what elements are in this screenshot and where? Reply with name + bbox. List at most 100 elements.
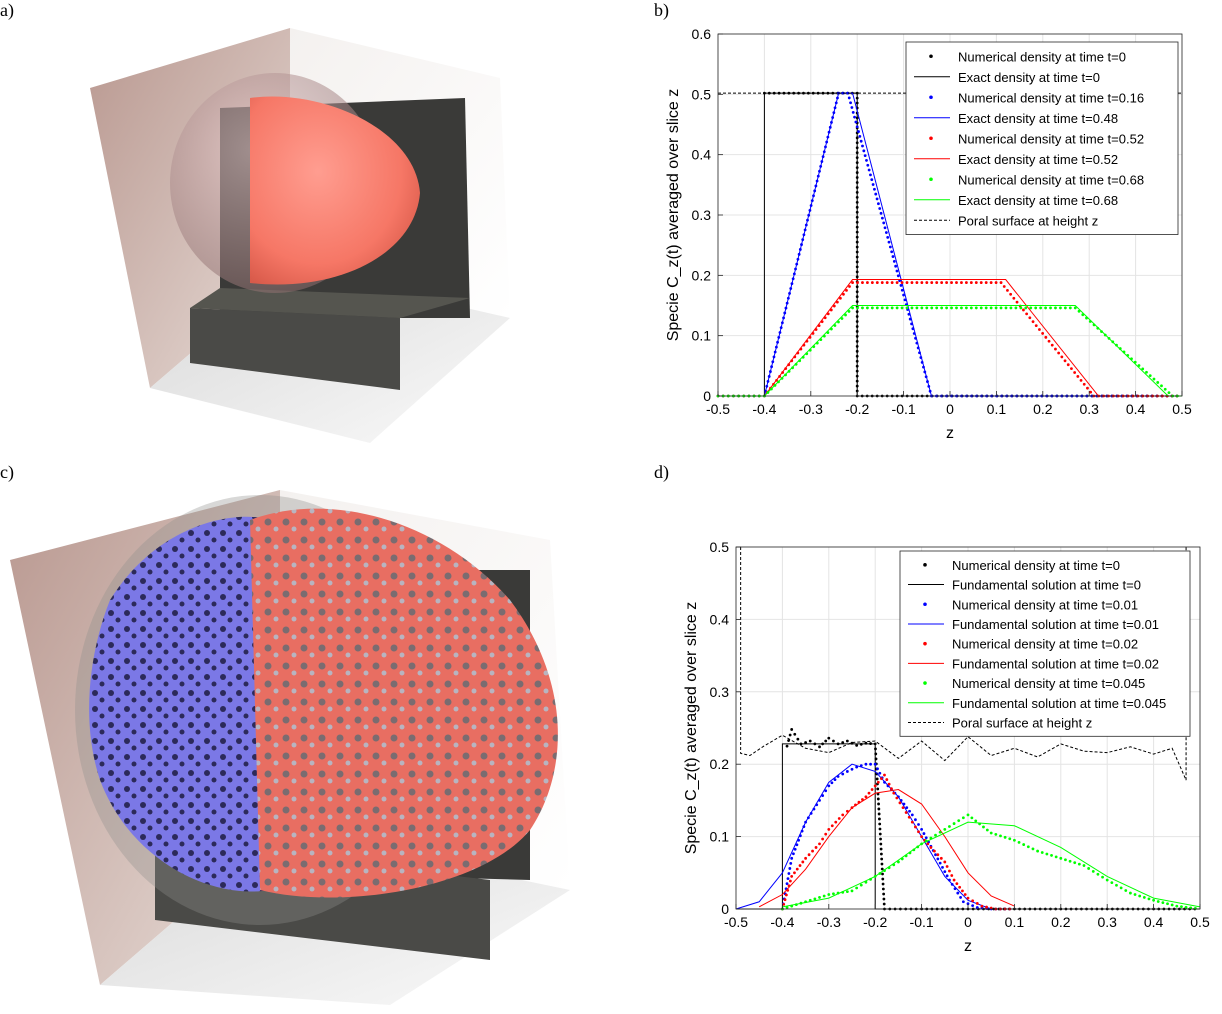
- series-0-point: [879, 847, 883, 851]
- render-a-box-top: [190, 288, 470, 318]
- series-4-point: [910, 281, 914, 284]
- series-4-point: [943, 860, 947, 864]
- series-2-point: [845, 770, 849, 773]
- series-4-point: [895, 281, 899, 284]
- series-4-point: [900, 281, 904, 284]
- series-2-point: [850, 767, 854, 771]
- series-2-point: [792, 852, 795, 856]
- series-4-point: [880, 281, 884, 284]
- series-4-point: [964, 281, 968, 284]
- series-4-point: [910, 820, 914, 824]
- series-2-point: [961, 900, 965, 904]
- series-4-point: [969, 281, 973, 284]
- series-4-point: [961, 889, 964, 893]
- series-4-point: [1006, 288, 1009, 292]
- legend: Numerical density at time t=0 Fundamental…: [899, 550, 1191, 737]
- series-4-point: [955, 281, 958, 284]
- series-0-point: [787, 739, 790, 742]
- series-4-point: [966, 896, 970, 900]
- series-2-point: [878, 207, 882, 210]
- series-0-point: [882, 897, 886, 901]
- series-6-point: [1167, 391, 1171, 395]
- legend-label: Numerical density at time t=0.68: [958, 172, 1144, 187]
- series-4-point: [795, 867, 799, 871]
- series-4-point: [848, 285, 851, 288]
- series-4-point: [1079, 378, 1083, 382]
- legend-label: Poral surface at height z: [958, 213, 1098, 228]
- y-tick-label: 0.1: [692, 328, 712, 344]
- series-6-point: [999, 306, 1003, 310]
- series-2-point: [920, 827, 923, 831]
- series-6-point: [1059, 856, 1063, 860]
- series-2-point: [841, 772, 845, 776]
- series-6-point: [1077, 862, 1081, 866]
- series-4-point: [1060, 355, 1064, 359]
- series-6-point: [1039, 306, 1043, 310]
- legend-item: Exact density at time t=0.68: [914, 193, 1118, 208]
- series-0-point: [788, 733, 792, 737]
- x-tick-label: -0.5: [706, 401, 730, 417]
- series-4-point: [861, 281, 864, 284]
- series-2-point: [886, 235, 890, 239]
- series-2-point: [900, 288, 904, 292]
- series-4-point: [835, 300, 839, 304]
- series-4-point: [920, 835, 923, 838]
- series-6-point: [1152, 377, 1156, 381]
- series-6-point: [969, 306, 973, 310]
- series-4-point: [830, 824, 834, 828]
- series-6-point: [1138, 894, 1142, 898]
- legend-item: Exact density at time t=0: [914, 70, 1100, 85]
- series-2-point: [878, 771, 882, 775]
- series-4-point: [1070, 367, 1073, 371]
- series-4-point: [932, 849, 936, 853]
- legend-item: Numerical density at time t=0.02: [923, 637, 1138, 652]
- series-4-point: [890, 787, 893, 791]
- series-6-point: [870, 306, 874, 310]
- series-4-point: [980, 904, 984, 908]
- series-6-point: [832, 892, 835, 896]
- series-6-point: [1036, 849, 1039, 853]
- series-4-point: [811, 849, 814, 853]
- series-6-point: [1115, 883, 1118, 887]
- series-0-point: [880, 867, 884, 871]
- series-4-point: [999, 281, 1003, 284]
- series-6-point: [850, 889, 854, 893]
- series-2-point: [879, 211, 883, 215]
- series-6-point: [1148, 374, 1152, 378]
- series-2-point: [870, 178, 874, 182]
- series-0-point: [880, 857, 884, 861]
- series-4-point: [867, 791, 871, 795]
- series-4-point: [936, 853, 940, 857]
- series-2-point: [862, 149, 866, 153]
- series-6-point: [1161, 901, 1165, 905]
- series-4-point: [873, 784, 877, 788]
- x-axis-label: z: [964, 938, 972, 955]
- series-0-point: [882, 902, 886, 906]
- series-2-point: [865, 159, 868, 162]
- series-2-point: [959, 896, 962, 899]
- series-2-point: [785, 882, 789, 886]
- x-tick-label: -0.3: [799, 401, 823, 417]
- series-6-point: [1013, 838, 1016, 842]
- series-2-point: [894, 264, 898, 268]
- series-4-point: [807, 853, 811, 857]
- series-0-point: [832, 739, 835, 743]
- series-4-point: [950, 874, 954, 877]
- x-tick-label: 0.4: [1126, 401, 1146, 417]
- series-2-point: [871, 183, 875, 186]
- series-6-point: [1152, 898, 1155, 902]
- x-tick-label: 0.5: [1190, 914, 1210, 930]
- series-2-point: [855, 765, 859, 769]
- series-4-point: [979, 281, 983, 284]
- series-4-point: [885, 281, 889, 284]
- series-6-point: [1170, 903, 1174, 907]
- x-tick-label: 0.2: [1051, 914, 1071, 930]
- x-tick-label: 0: [946, 401, 954, 417]
- series-6-point: [1193, 907, 1197, 910]
- x-tick-label: 0: [964, 914, 972, 930]
- legend: Numerical density at time t=0 Exact densi…: [905, 41, 1179, 235]
- series-4-point: [784, 893, 788, 897]
- series-2-point: [956, 891, 960, 895]
- series-4-point: [901, 806, 905, 810]
- series-0-point: [855, 743, 859, 747]
